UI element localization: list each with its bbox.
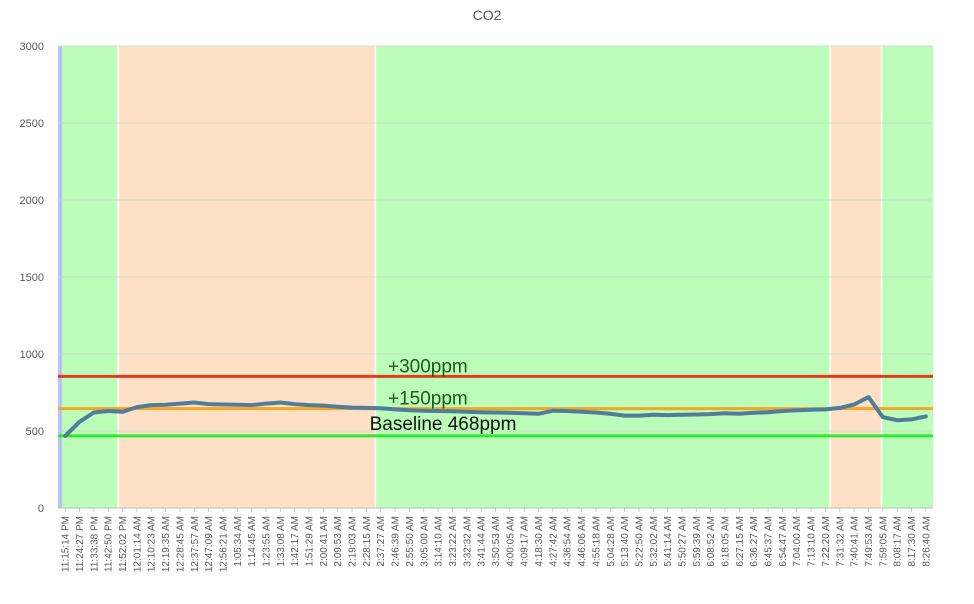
x-tick-label: 2:00:41 AM [319, 516, 330, 567]
x-tick-label: 7:13:10 AM [807, 516, 818, 567]
y-axis-ticks: 0 500 1000 1500 2000 2500 3000 [20, 41, 44, 515]
x-tick-label: 4:36:54 AM [563, 516, 574, 567]
x-tick-label: 2:09:53 AM [333, 516, 344, 567]
y-tick-label: 3000 [20, 41, 44, 53]
x-tick-label: 11:15:14 PM [61, 516, 72, 572]
x-tick-label: 8:08:17 AM [893, 516, 904, 567]
x-tick-label: 4:46:06 AM [577, 516, 588, 567]
x-tick-label: 3:41:44 AM [477, 516, 488, 567]
x-tick-label: 11:24:27 PM [75, 516, 86, 572]
x-tick-label: 7:04:00 AM [792, 516, 803, 567]
x-tick-label: 7:59:05 AM [878, 516, 889, 567]
y-tick-label: 1500 [20, 272, 44, 284]
reference-label-1: +150ppm [388, 389, 468, 410]
x-tick-label: 5:22:50 AM [634, 516, 645, 567]
y-tick-label: 2500 [20, 118, 44, 130]
x-tick-label: 7:31:32 AM [835, 516, 846, 567]
x-tick-label: 6:36:27 AM [749, 516, 760, 567]
x-tick-label: 6:27:15 AM [735, 516, 746, 567]
x-tick-label: 7:40:41 AM [850, 516, 861, 567]
x-tick-label: 12:10:23 AM [147, 516, 158, 572]
x-tick-label: 2:28:15 AM [362, 516, 373, 567]
x-tick-label: 5:50:27 AM [677, 516, 688, 567]
x-tick-label: 2:55:50 AM [405, 516, 416, 567]
x-tick-label: 1:14:45 AM [247, 516, 258, 567]
x-tick-label: 7:49:53 AM [864, 516, 875, 567]
x-tick-label: 4:55:18 AM [591, 516, 602, 567]
y-tick-label: 1000 [20, 349, 44, 361]
x-tick-label: 7:22:20 AM [821, 516, 832, 567]
x-tick-label: 5:32:02 AM [649, 516, 660, 567]
x-tick-label: 1:23:55 AM [261, 516, 272, 567]
x-tick-label: 12:47:09 AM [204, 516, 215, 572]
gridlines [58, 45, 933, 509]
x-tick-label: 5:59:39 AM [692, 516, 703, 567]
y-tick-label: 0 [38, 503, 44, 515]
reference-label-2: Baseline 468ppm [370, 414, 517, 435]
reference-labels: +300ppm +150ppm Baseline 468ppm [370, 356, 517, 435]
x-tick-label: 2:46:39 AM [391, 516, 402, 567]
x-tick-label: 3:32:32 AM [462, 516, 473, 567]
x-tick-label: 3:14:10 AM [434, 516, 445, 567]
x-tick-label: 12:56:21 AM [218, 516, 229, 572]
x-tick-label: 8:17:30 AM [907, 516, 918, 567]
x-tick-label: 12:28:45 AM [175, 516, 186, 572]
x-tick-label: 5:13:40 AM [620, 516, 631, 567]
y-tick-label: 2000 [20, 195, 44, 207]
x-tick-label: 6:45:37 AM [764, 516, 775, 567]
x-tick-label: 12:01:14 AM [132, 516, 143, 572]
x-tick-label: 6:54:47 AM [778, 516, 789, 567]
x-axis-ticks: 11:15:14 PM 11:24:27 PM 11:33:38 PM 11:42:5… [61, 508, 932, 572]
x-tick-label: 6:08:52 AM [706, 516, 717, 567]
x-tick-label: 5:04:28 AM [606, 516, 617, 567]
x-tick-label: 4:09:17 AM [520, 516, 531, 567]
x-tick-label: 2:19:03 AM [348, 516, 359, 567]
series-layer [63, 395, 928, 438]
chart-title: CO2 [473, 7, 502, 23]
x-tick-label: 8:26:40 AM [921, 516, 932, 567]
x-tick-label: 1:05:34 AM [233, 516, 244, 567]
y-tick-label: 500 [26, 426, 44, 438]
x-tick-label: 6:18:05 AM [721, 516, 732, 567]
x-tick-label: 11:33:38 PM [89, 516, 100, 572]
x-tick-label: 1:51:29 AM [305, 516, 316, 567]
series-line-0 [63, 395, 928, 438]
x-tick-label: 2:37:27 AM [376, 516, 387, 567]
x-tick-label: 3:05:00 AM [419, 516, 430, 567]
x-tick-label: 4:27:42 AM [548, 516, 559, 567]
x-tick-label: 4:18:30 AM [534, 516, 545, 567]
x-tick-label: 11:42:50 PM [104, 516, 115, 572]
x-tick-label: 11:52:02 PM [118, 516, 129, 572]
x-tick-label: 12:19:35 AM [161, 516, 172, 572]
reference-label-0: +300ppm [388, 356, 468, 377]
x-tick-label: 12:37:57 AM [190, 516, 201, 572]
x-tick-label: 1:33:08 AM [276, 516, 287, 567]
x-tick-label: 5:41:14 AM [663, 516, 674, 567]
x-tick-label: 3:50:53 AM [491, 516, 502, 567]
x-tick-label: 1:42:17 AM [290, 516, 301, 567]
x-tick-label: 4:00:05 AM [505, 516, 516, 567]
x-tick-label: 3:23:22 AM [448, 516, 459, 567]
reference-lines [58, 374, 933, 438]
